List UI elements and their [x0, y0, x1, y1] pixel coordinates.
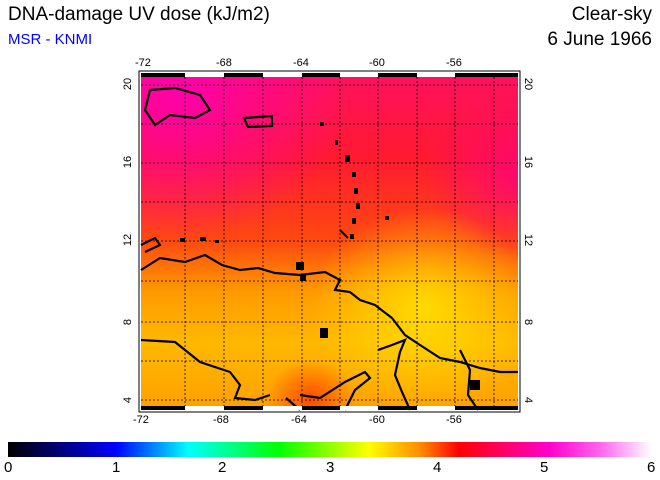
lat-tick-right: 16 [522, 155, 535, 169]
lon-tick-top: -56 [446, 57, 462, 69]
lon-tick-top: -60 [369, 57, 385, 69]
lon-tick-bottom: -68 [213, 414, 229, 426]
lat-tick-left: 8 [122, 318, 135, 326]
lon-tick-bottom: -56 [446, 414, 462, 426]
lat-tick-left: 4 [122, 396, 135, 404]
colorbar-label: 1 [112, 459, 121, 476]
date-label: 6 June 1966 [547, 29, 652, 50]
lat-tick-left: 20 [122, 77, 135, 91]
map-frame [138, 70, 521, 413]
lat-tick-left: 16 [122, 155, 135, 169]
colorbar-label: 4 [433, 459, 442, 476]
lon-tick-bottom: -64 [291, 414, 307, 426]
lat-tick-right: 8 [522, 318, 535, 326]
colorbar [8, 442, 652, 457]
colorbar-label: 0 [4, 459, 13, 476]
colorbar-label: 3 [326, 459, 335, 476]
map-title: DNA-damage UV dose (kJ/m2) [8, 4, 270, 25]
lat-tick-right: 12 [522, 233, 535, 247]
lon-tick-bottom: -60 [369, 414, 385, 426]
lon-tick-bottom: -72 [133, 414, 149, 426]
lat-tick-left: 12 [122, 233, 135, 247]
lon-tick-top: -68 [216, 57, 232, 69]
colorbar-label: 2 [218, 459, 227, 476]
graticule [141, 73, 518, 410]
islands [180, 122, 480, 390]
source-label: MSR - KNMI [8, 31, 93, 48]
uv-dose-map [138, 70, 521, 413]
lon-tick-top: -64 [293, 57, 309, 69]
colorbar-label: 5 [540, 459, 549, 476]
lon-tick-top: -72 [135, 57, 151, 69]
lat-tick-right: 4 [522, 396, 535, 404]
colorbar-label: 6 [647, 459, 656, 476]
sky-mode-label: Clear-sky [571, 4, 652, 25]
lat-tick-right: 20 [522, 77, 535, 91]
